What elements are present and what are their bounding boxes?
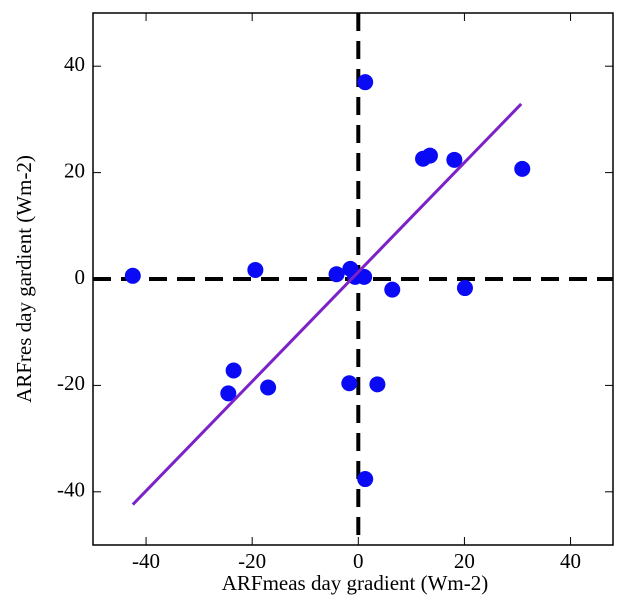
y-axis-label: ARFres day gardient (Wm-2) <box>12 155 36 403</box>
x-tick-label: -40 <box>132 549 160 573</box>
data-point <box>357 471 374 488</box>
x-tick-label: 20 <box>454 549 475 573</box>
data-point <box>341 375 358 392</box>
data-point <box>356 268 373 285</box>
y-tick-label: 0 <box>75 265 86 289</box>
y-tick-label: -40 <box>57 478 85 502</box>
data-point <box>124 267 141 284</box>
plot-frame <box>92 12 614 546</box>
data-point <box>446 151 463 168</box>
x-axis-label: ARFmeas day gradient (Wm-2) <box>222 571 489 595</box>
data-point <box>357 74 374 91</box>
data-point <box>456 280 473 297</box>
x-tick-label: 0 <box>353 549 364 573</box>
data-point <box>328 266 345 283</box>
y-tick-label: 20 <box>64 158 85 182</box>
fit-line <box>131 102 523 506</box>
y-tick-label: 40 <box>64 52 85 76</box>
data-point <box>247 261 264 278</box>
data-point <box>384 281 401 298</box>
x-tick-label: -20 <box>238 549 266 573</box>
x-tick-label: 40 <box>560 549 581 573</box>
y-tick-label: -20 <box>57 371 85 395</box>
data-point <box>369 376 386 393</box>
data-point <box>260 379 277 396</box>
data-point <box>220 385 237 402</box>
data-point <box>421 147 438 164</box>
data-point <box>225 362 242 379</box>
data-point <box>514 160 531 177</box>
